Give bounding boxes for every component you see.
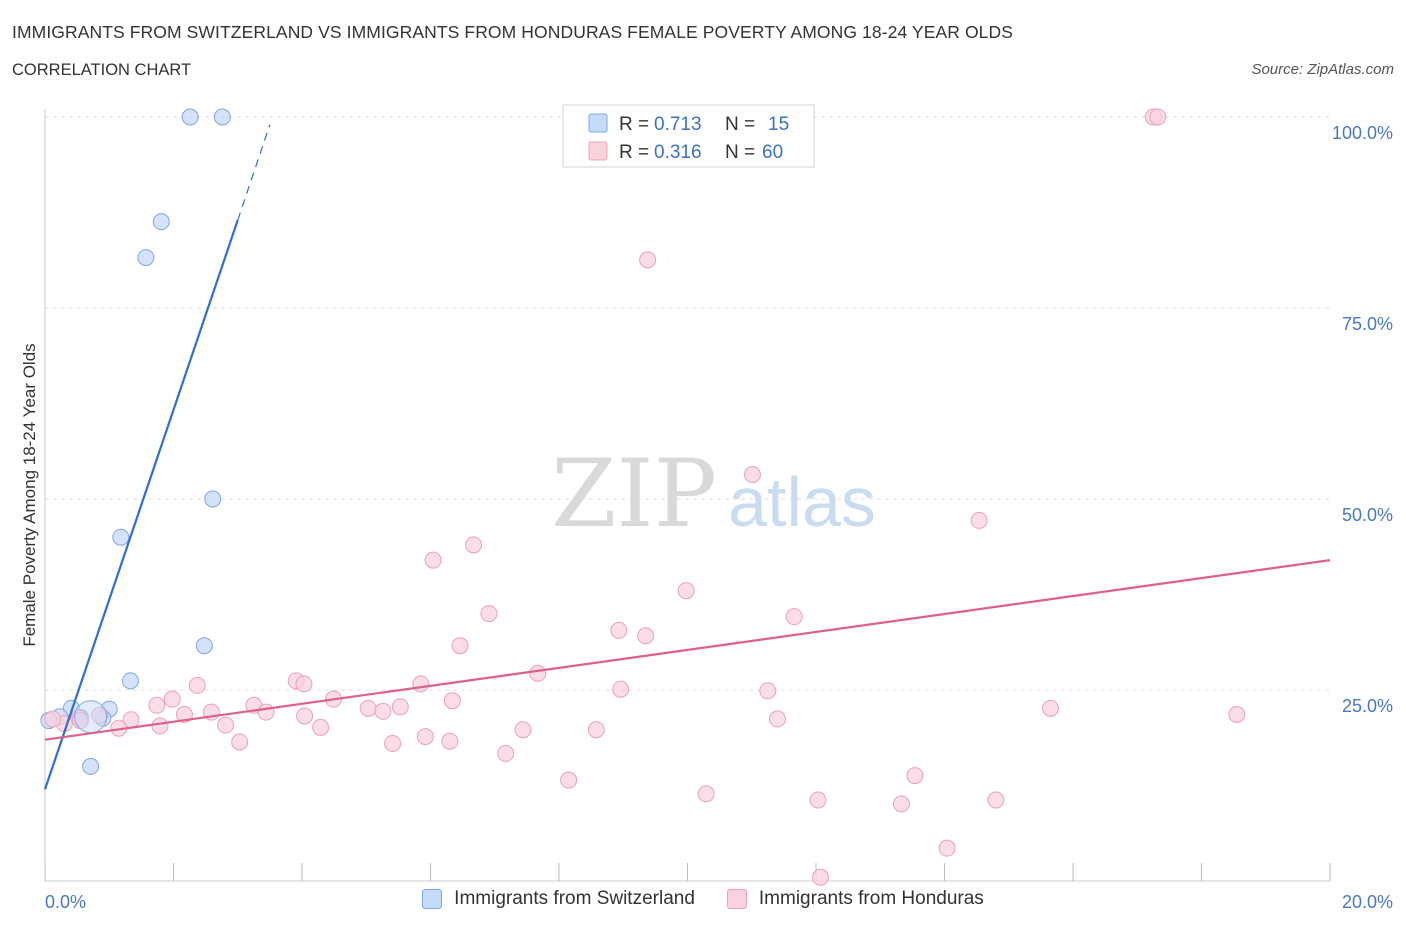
legend-n-value-2: 60 (762, 142, 783, 163)
point-honduras-5 (465, 536, 483, 554)
legend-label-switzerland: Immigrants from Switzerland (454, 888, 695, 909)
point-honduras-32 (296, 707, 314, 725)
bottom-legend: Immigrants from Switzerland Immigrants f… (0, 888, 1406, 910)
point-honduras-28 (1228, 705, 1246, 723)
point-honduras-54 (987, 791, 1005, 809)
point-honduras-27 (1042, 699, 1060, 717)
legend-label-honduras: Immigrants from Honduras (758, 888, 984, 909)
point-honduras-48 (497, 744, 515, 762)
point-switzerland-14 (82, 757, 100, 775)
point-honduras-6 (424, 551, 442, 569)
point-honduras-31 (374, 702, 392, 720)
legend-swatch-pink (726, 889, 747, 909)
point-honduras-25 (359, 699, 377, 717)
legend-item-switzerland: Immigrants from Switzerland (422, 888, 695, 910)
point-honduras-15 (295, 675, 313, 693)
legend-n-label-1: N = (725, 114, 755, 135)
point-honduras-50 (906, 767, 924, 785)
y-axis-label: Female Poverty Among 18-24 Year Olds (20, 343, 39, 646)
point-honduras-52 (697, 785, 715, 803)
point-honduras-56 (938, 839, 956, 857)
point-honduras-30 (257, 703, 275, 721)
point-honduras-57 (811, 868, 829, 886)
point-honduras-42 (514, 721, 532, 739)
point-honduras-33 (175, 705, 193, 723)
point-honduras-53 (809, 791, 827, 809)
y-tick-label-0: 25.0% (1342, 696, 1393, 716)
point-honduras-55 (892, 795, 910, 813)
point-honduras-20 (163, 690, 181, 708)
point-honduras-24 (148, 696, 166, 714)
point-switzerland-6 (195, 637, 213, 655)
point-switzerland-2 (152, 213, 170, 231)
point-switzerland-0 (181, 108, 199, 126)
point-honduras-17 (412, 675, 430, 693)
point-honduras-9 (785, 608, 803, 626)
y-tick-label-3: 100.0% (1332, 123, 1393, 143)
point-honduras-51 (560, 771, 578, 789)
point-honduras-13 (529, 664, 547, 682)
legend-swatch-blue (422, 889, 443, 909)
point-switzerland-cluster (74, 700, 108, 734)
point-honduras-41 (217, 716, 235, 734)
stats-legend: R = 0.713 N = 15 R = 0.316 N = 60 (562, 104, 815, 168)
watermark: ZIP atlas (551, 440, 876, 549)
chart-title: IMMIGRANTS FROM SWITZERLAND VS IMMIGRANT… (12, 22, 1014, 42)
point-honduras-26 (391, 698, 409, 716)
x-tick-label-0: 0.0% (45, 892, 86, 912)
point-honduras-16 (188, 676, 206, 694)
chart-subtitle: CORRELATION CHART (12, 61, 192, 79)
point-honduras-11 (637, 627, 655, 645)
point-switzerland-5 (112, 528, 130, 546)
trend-line-switzerland (43, 219, 239, 790)
point-switzerland-1 (213, 108, 231, 126)
legend-item-honduras: Immigrants from Honduras (726, 888, 984, 910)
point-honduras-43 (587, 721, 605, 739)
point-honduras-7 (677, 582, 695, 600)
trend-line-switzerland-extension (237, 124, 271, 221)
point-honduras-2 (639, 251, 657, 269)
legend-swatch-honduras (588, 141, 608, 161)
x-tick-label-1: 20.0% (1342, 892, 1393, 912)
y-tick-label-1: 50.0% (1342, 505, 1393, 525)
point-honduras-59 (44, 710, 62, 728)
trend-line-honduras (44, 559, 1331, 741)
legend-r-label-2: R = (619, 142, 649, 163)
point-honduras-19 (759, 682, 777, 700)
point-switzerland-4 (204, 490, 222, 508)
legend-r-value-2: 0.316 (654, 142, 702, 163)
point-honduras-38 (151, 717, 169, 735)
legend-r-label-1: R = (619, 114, 649, 135)
point-honduras-4 (970, 511, 988, 529)
point-honduras-46 (441, 732, 459, 750)
point-switzerland-3 (137, 249, 155, 267)
legend-swatch-switzerland (588, 113, 608, 133)
point-honduras-3 (743, 466, 761, 484)
source-label: Source: ZipAtlas.com (1251, 61, 1394, 78)
point-honduras-10 (610, 621, 628, 639)
point-honduras-8 (480, 605, 498, 623)
legend-n-label-2: N = (725, 142, 755, 163)
point-honduras-12 (451, 637, 469, 655)
watermark-zip: ZIP (551, 440, 717, 549)
point-honduras-44 (384, 734, 402, 752)
point-honduras-37 (768, 710, 786, 728)
point-honduras-39 (312, 718, 330, 736)
y-tick-label-2: 75.0% (1342, 314, 1393, 334)
point-honduras-45 (416, 728, 434, 746)
point-switzerland-7 (121, 672, 139, 690)
point-honduras-18 (612, 680, 630, 698)
legend-r-value-1: 0.713 (654, 114, 702, 135)
point-honduras-47 (231, 733, 249, 751)
legend-n-value-1: 15 (768, 114, 789, 135)
point-honduras-1 (1149, 108, 1167, 126)
point-honduras-23 (443, 692, 461, 710)
